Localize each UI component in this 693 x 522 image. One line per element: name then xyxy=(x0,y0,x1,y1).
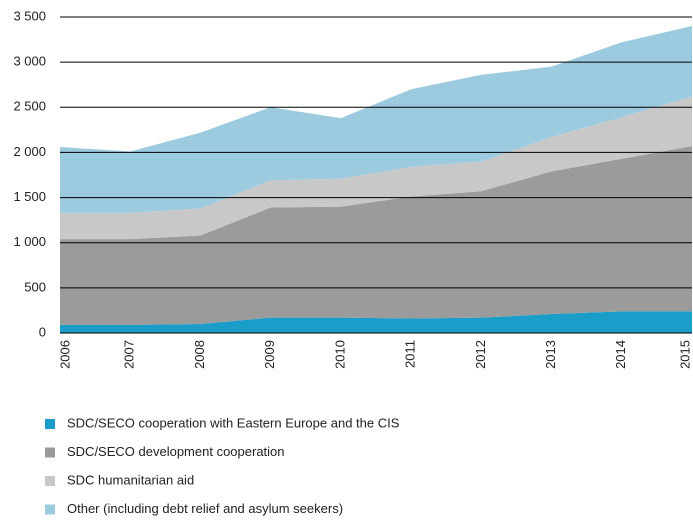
y-tick-label: 1 500 xyxy=(13,189,46,204)
y-tick-label: 2 000 xyxy=(13,144,46,159)
x-tick-label: 2010 xyxy=(332,340,347,369)
x-tick-label: 2015 xyxy=(677,340,692,369)
legend-label: SDC/SECO development cooperation xyxy=(67,444,285,459)
x-tick-label: 2011 xyxy=(403,340,418,368)
legend-swatch xyxy=(45,504,55,515)
legend-label: SDC/SECO cooperation with Eastern Europe… xyxy=(67,415,400,430)
legend-swatch xyxy=(45,447,55,458)
x-tick-label: 2014 xyxy=(613,340,628,369)
x-tick-label: 2007 xyxy=(122,340,137,369)
area xyxy=(60,311,692,333)
y-tick-label: 3 000 xyxy=(13,54,46,69)
y-tick-label: 3 500 xyxy=(13,8,46,23)
x-tick-label: 2013 xyxy=(543,340,558,369)
legend-swatch xyxy=(45,419,55,429)
legend-label: Other (including debt relief and asylum … xyxy=(67,501,343,516)
y-tick-label: 500 xyxy=(24,279,46,294)
x-tick-label: 2012 xyxy=(473,340,488,369)
x-tick-label: 2009 xyxy=(262,340,277,369)
x-tick-label: 2008 xyxy=(192,340,207,369)
y-tick-label: 1 000 xyxy=(13,234,46,249)
legend-label: SDC humanitarian aid xyxy=(67,472,194,487)
area xyxy=(60,26,692,213)
y-tick-label: 2 500 xyxy=(13,99,46,114)
area xyxy=(60,146,692,325)
y-tick-label: 0 xyxy=(39,324,46,339)
x-tick-label: 2006 xyxy=(57,340,72,369)
area xyxy=(60,96,692,240)
legend-swatch xyxy=(45,476,55,486)
